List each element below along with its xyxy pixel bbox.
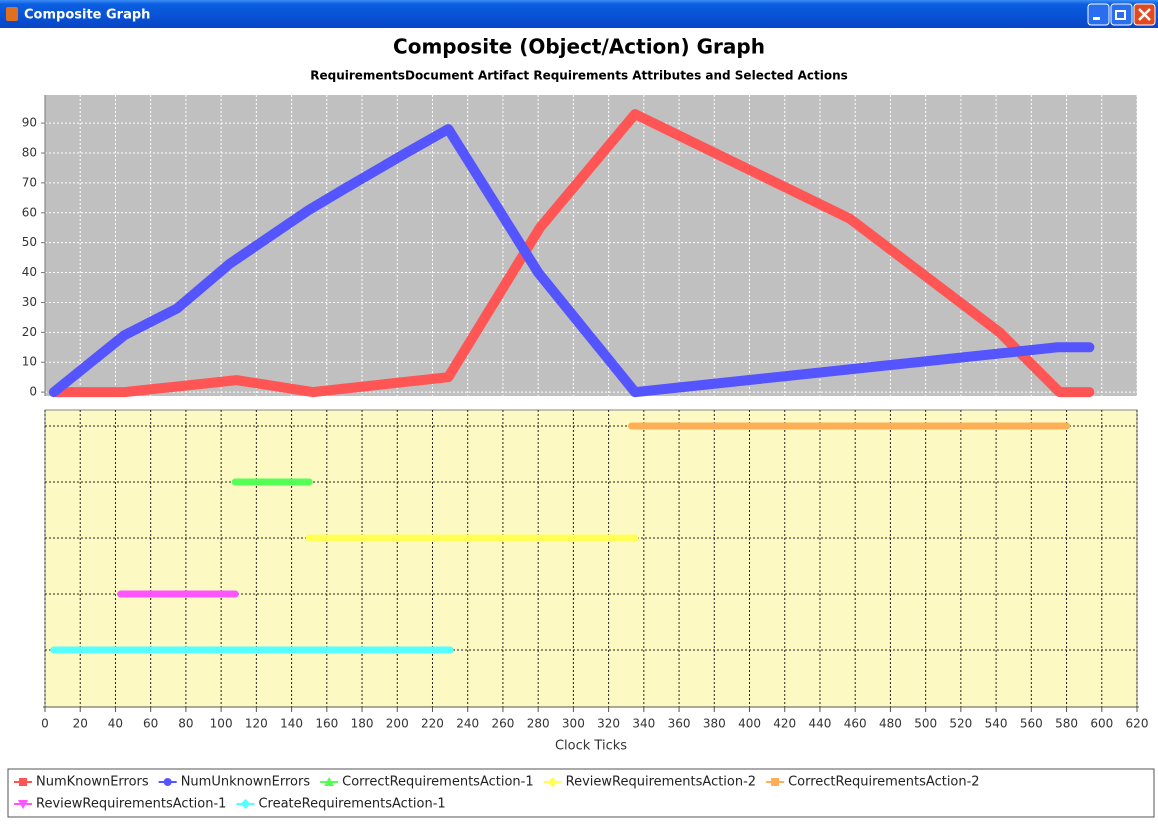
title-bar xyxy=(0,0,1158,28)
legend-marker xyxy=(240,799,251,809)
y-tick-label: 50 xyxy=(22,235,37,249)
legend-marker xyxy=(18,800,28,809)
x-tick-label: 20 xyxy=(73,717,88,731)
y-tick-label: 10 xyxy=(22,355,37,369)
x-tick-label: 240 xyxy=(456,717,479,731)
legend-marker xyxy=(547,777,558,787)
x-tick-label: 80 xyxy=(178,717,193,731)
window-title: Composite Graph xyxy=(24,8,150,23)
plot-area xyxy=(44,409,1138,708)
legend-marker xyxy=(19,778,27,786)
y-tick-label: 60 xyxy=(22,205,37,219)
y-tick-label: 20 xyxy=(22,325,37,339)
legend-label: NumKnownErrors xyxy=(36,775,149,790)
chart-title: Composite (Object/Action) Graph xyxy=(393,35,765,59)
x-tick-label: 60 xyxy=(143,717,158,731)
x-tick-label: 600 xyxy=(1090,717,1113,731)
x-tick-label: 320 xyxy=(597,717,620,731)
x-tick-label: 120 xyxy=(245,717,268,731)
x-tick-label: 160 xyxy=(315,717,338,731)
legend-label: ReviewRequirementsAction-2 xyxy=(566,775,756,790)
x-tick-label: 580 xyxy=(1055,717,1078,731)
x-tick-label: 620 xyxy=(1126,717,1149,731)
minimize-icon xyxy=(1093,17,1100,20)
x-tick-label: 40 xyxy=(108,717,123,731)
y-tick-label: 30 xyxy=(22,295,37,309)
legend-label: CorrectRequirementsAction-2 xyxy=(788,775,980,790)
y-tick-label: 40 xyxy=(22,265,37,279)
x-tick-label: 480 xyxy=(879,717,902,731)
x-tick-label: 440 xyxy=(809,717,832,731)
restore-button[interactable] xyxy=(1110,3,1133,26)
y-tick-label: 70 xyxy=(22,175,37,189)
x-tick-label: 280 xyxy=(527,717,550,731)
plot-area xyxy=(45,95,1137,396)
minimize-button[interactable] xyxy=(1087,3,1110,26)
x-tick-label: 300 xyxy=(562,717,585,731)
x-tick-label: 520 xyxy=(949,717,972,731)
x-tick-label: 0 xyxy=(41,717,49,731)
x-tick-label: 100 xyxy=(210,717,233,731)
legend-marker xyxy=(324,777,335,786)
app-icon xyxy=(6,7,18,21)
x-tick-label: 500 xyxy=(914,717,937,731)
y-tick-label: 0 xyxy=(29,385,37,399)
y-tick-label: 90 xyxy=(22,116,37,130)
legend xyxy=(7,768,1155,818)
x-tick-label: 360 xyxy=(668,717,691,731)
x-axis-label: Clock Ticks xyxy=(555,739,627,754)
x-tick-label: 420 xyxy=(773,717,796,731)
restore-icon xyxy=(1115,10,1126,20)
x-tick-label: 180 xyxy=(351,717,374,731)
x-tick-label: 560 xyxy=(1020,717,1043,731)
legend-label: NumUnknownErrors xyxy=(181,775,311,790)
chart-subtitle: RequirementsDocument Artifact Requiremen… xyxy=(310,69,848,83)
x-tick-label: 260 xyxy=(491,717,514,731)
x-tick-label: 400 xyxy=(738,717,761,731)
legend-marker xyxy=(771,778,780,786)
y-tick-label: 80 xyxy=(22,145,37,159)
x-tick-label: 380 xyxy=(703,717,726,731)
x-tick-label: 460 xyxy=(844,717,867,731)
x-tick-label: 140 xyxy=(280,717,303,731)
legend-marker xyxy=(163,778,172,786)
close-icon xyxy=(1138,8,1151,21)
legend-label: ReviewRequirementsAction-1 xyxy=(36,797,226,812)
x-tick-label: 200 xyxy=(386,717,409,731)
legend-label: CorrectRequirementsAction-1 xyxy=(342,775,534,790)
data-line xyxy=(48,124,1095,398)
legend-label: CreateRequirementsAction-1 xyxy=(258,797,445,812)
x-tick-label: 220 xyxy=(421,717,444,731)
x-tick-label: 340 xyxy=(632,717,655,731)
x-tick-label: 540 xyxy=(985,717,1008,731)
